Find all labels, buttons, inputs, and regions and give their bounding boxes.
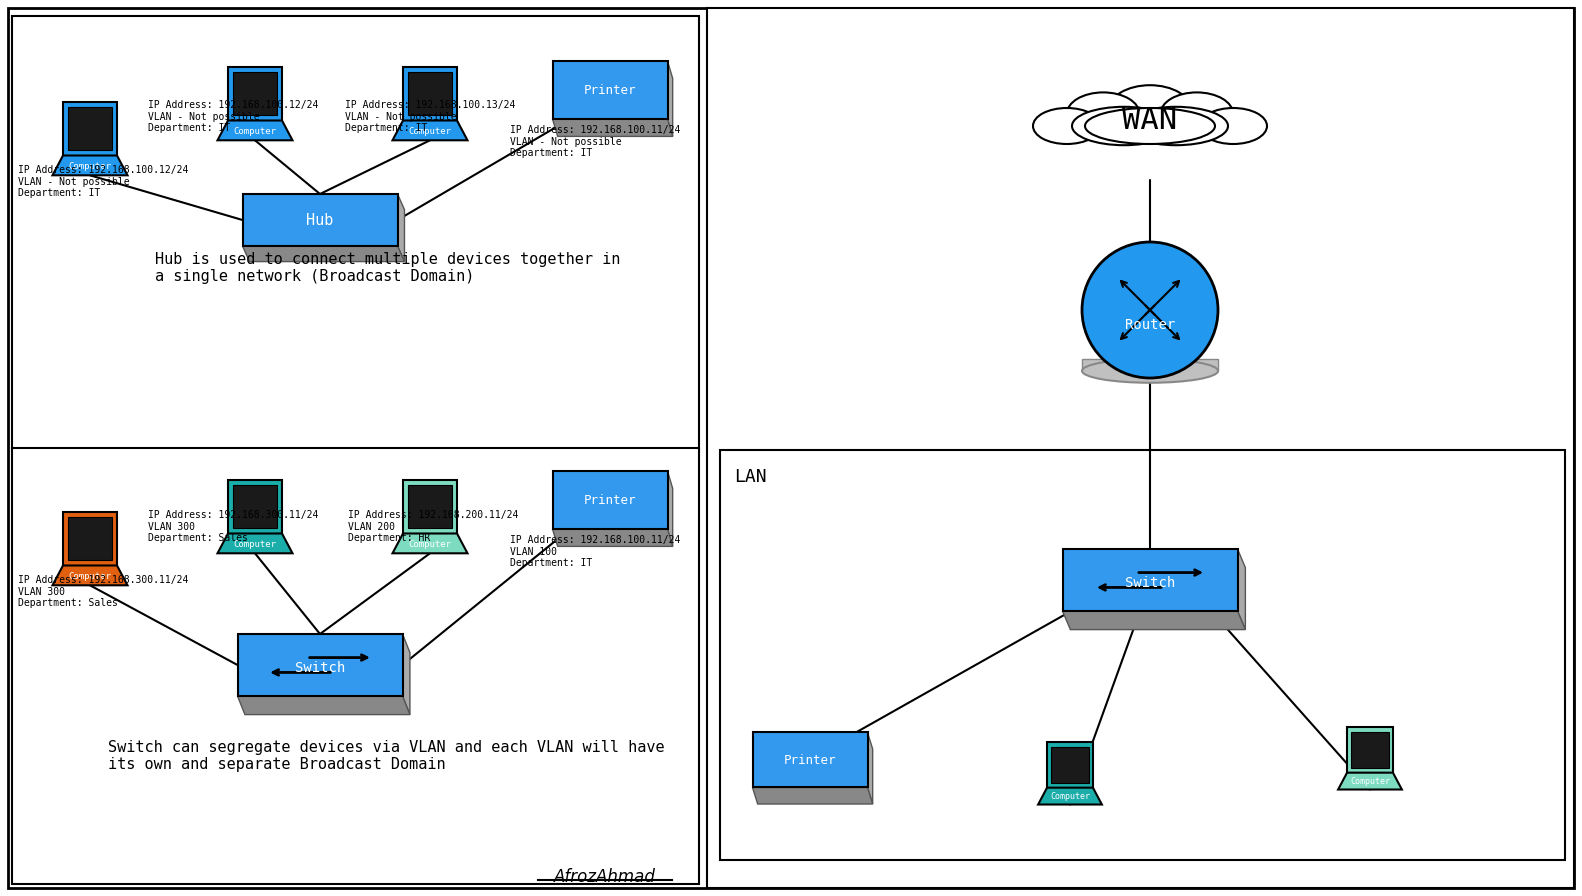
Text: Computer: Computer xyxy=(408,127,451,136)
FancyBboxPatch shape xyxy=(233,73,277,115)
Text: Computer: Computer xyxy=(1050,792,1090,801)
Polygon shape xyxy=(217,533,293,554)
FancyBboxPatch shape xyxy=(753,733,867,788)
Text: Router: Router xyxy=(1125,318,1175,332)
Polygon shape xyxy=(402,634,410,715)
FancyBboxPatch shape xyxy=(1063,549,1237,611)
Text: AfrozAhmad: AfrozAhmad xyxy=(554,868,657,886)
Ellipse shape xyxy=(1082,359,1218,383)
FancyBboxPatch shape xyxy=(403,479,457,533)
Text: Computer: Computer xyxy=(1349,778,1391,787)
Text: Switch: Switch xyxy=(294,661,345,675)
Text: Printer: Printer xyxy=(584,83,636,97)
Text: Computer: Computer xyxy=(234,540,277,549)
Circle shape xyxy=(1082,242,1218,378)
Ellipse shape xyxy=(1073,107,1175,145)
FancyBboxPatch shape xyxy=(707,8,1574,888)
FancyBboxPatch shape xyxy=(68,108,112,150)
FancyBboxPatch shape xyxy=(13,16,699,452)
Text: Switch can segregate devices via VLAN and each VLAN will have
its own and separa: Switch can segregate devices via VLAN an… xyxy=(108,740,664,772)
Text: Computer: Computer xyxy=(68,572,111,581)
Text: Hub: Hub xyxy=(307,212,334,228)
Text: IP Address: 192.168.100.12/24
VLAN - Not possible
Department: IT: IP Address: 192.168.100.12/24 VLAN - Not… xyxy=(17,165,188,198)
FancyBboxPatch shape xyxy=(8,8,1574,888)
Text: Computer: Computer xyxy=(408,540,451,549)
Polygon shape xyxy=(668,471,672,547)
Text: IP Address: 192.168.200.11/24
VLAN 200
Department: HR: IP Address: 192.168.200.11/24 VLAN 200 D… xyxy=(348,510,519,543)
Text: Switch: Switch xyxy=(1125,576,1175,590)
FancyBboxPatch shape xyxy=(233,486,277,528)
Polygon shape xyxy=(1338,772,1402,789)
Text: Hub is used to connect multiple devices together in
a single network (Broadcast : Hub is used to connect multiple devices … xyxy=(155,252,620,284)
Polygon shape xyxy=(867,733,873,804)
FancyBboxPatch shape xyxy=(228,66,282,120)
Ellipse shape xyxy=(1085,108,1215,144)
Polygon shape xyxy=(217,120,293,141)
FancyBboxPatch shape xyxy=(1351,732,1389,768)
Polygon shape xyxy=(242,246,405,262)
Text: Printer: Printer xyxy=(584,494,636,506)
FancyBboxPatch shape xyxy=(237,634,402,696)
Text: IP Address: 192.168.300.11/24
VLAN 300
Department: Sales: IP Address: 192.168.300.11/24 VLAN 300 D… xyxy=(17,575,188,608)
Polygon shape xyxy=(1038,788,1103,805)
Text: IP Address: 192.168.100.13/24
VLAN - Not possible
Department: IT: IP Address: 192.168.100.13/24 VLAN - Not… xyxy=(345,100,516,134)
Text: IP Address: 192.168.100.12/24
VLAN - Not possible
Department: IT: IP Address: 192.168.100.12/24 VLAN - Not… xyxy=(149,100,318,134)
Ellipse shape xyxy=(1161,92,1234,135)
Ellipse shape xyxy=(1109,85,1191,135)
Polygon shape xyxy=(1063,611,1245,630)
Ellipse shape xyxy=(1199,108,1267,144)
Ellipse shape xyxy=(1123,107,1228,145)
Polygon shape xyxy=(237,696,410,715)
FancyBboxPatch shape xyxy=(403,66,457,120)
Polygon shape xyxy=(52,565,128,585)
Polygon shape xyxy=(552,529,672,547)
Text: LAN: LAN xyxy=(734,468,767,486)
FancyBboxPatch shape xyxy=(63,512,117,565)
Polygon shape xyxy=(392,120,468,141)
FancyBboxPatch shape xyxy=(408,486,452,528)
Text: Computer: Computer xyxy=(68,162,111,171)
Polygon shape xyxy=(52,156,128,176)
Polygon shape xyxy=(753,788,873,804)
FancyBboxPatch shape xyxy=(1047,742,1093,788)
FancyBboxPatch shape xyxy=(13,448,699,884)
FancyBboxPatch shape xyxy=(1050,747,1088,782)
Text: IP Address: 192.168.100.11/24
VLAN - Not possible
Department: IT: IP Address: 192.168.100.11/24 VLAN - Not… xyxy=(509,125,680,159)
Text: IP Address: 192.168.100.11/24
VLAN 100
Department: IT: IP Address: 192.168.100.11/24 VLAN 100 D… xyxy=(509,535,680,568)
Polygon shape xyxy=(1082,359,1218,371)
Polygon shape xyxy=(397,194,405,262)
Text: WAN: WAN xyxy=(1123,106,1177,134)
Ellipse shape xyxy=(1066,92,1139,135)
FancyBboxPatch shape xyxy=(552,471,668,529)
Polygon shape xyxy=(552,119,672,136)
FancyBboxPatch shape xyxy=(68,517,112,560)
FancyBboxPatch shape xyxy=(1346,727,1392,772)
Ellipse shape xyxy=(1033,108,1101,144)
FancyBboxPatch shape xyxy=(552,61,668,119)
FancyBboxPatch shape xyxy=(720,450,1565,860)
FancyBboxPatch shape xyxy=(242,194,397,246)
Text: IP Address: 192.168.300.11/24
VLAN 300
Department: Sales: IP Address: 192.168.300.11/24 VLAN 300 D… xyxy=(149,510,318,543)
FancyBboxPatch shape xyxy=(228,479,282,533)
FancyBboxPatch shape xyxy=(408,73,452,115)
Polygon shape xyxy=(392,533,468,554)
Polygon shape xyxy=(668,61,672,136)
Polygon shape xyxy=(1237,549,1245,630)
Text: Computer: Computer xyxy=(234,127,277,136)
FancyBboxPatch shape xyxy=(63,101,117,156)
Text: Printer: Printer xyxy=(783,754,837,766)
